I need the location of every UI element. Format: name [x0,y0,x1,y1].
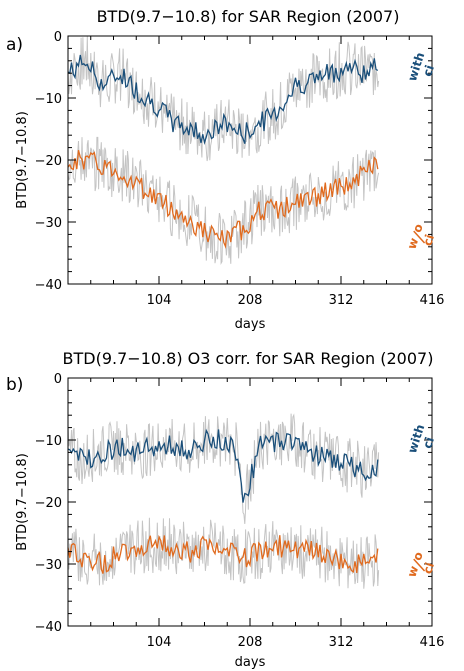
y-tick-label: −40 [35,620,62,635]
panel-a-raw-band [67,36,380,266]
panel-b-ylabel: BTD(9.7−10.8) [15,453,30,551]
panel-a-ticks: 104 208 312 416 0 −10 −20 −30 −40 [35,30,445,308]
y-tick-label: 0 [54,372,62,387]
panel-a-xlabel: days [235,317,266,332]
panel-b-label: b) [6,375,23,395]
panel-a-legend-with-ci-text: ci [420,63,437,78]
panel-b-frame [67,377,433,627]
panel-a-title: BTD(9.7−10.8) for SAR Region (2007) [97,7,400,26]
y-tick-label: 0 [54,30,62,45]
x-tick-label: 104 [147,293,172,308]
x-tick-label: 312 [329,293,354,308]
y-tick-label: −30 [35,558,62,573]
series-line-2 [67,534,379,574]
panel-a-legend-ci: ci [420,233,437,248]
raw-series-1 [67,413,380,524]
x-tick-label: 312 [329,635,354,650]
x-tick-label: 208 [238,635,263,650]
panel-a-legend-slash [413,230,426,244]
y-tick-label: −10 [35,434,62,449]
x-tick-label: 208 [238,293,263,308]
panel-a-series [67,54,379,250]
raw-series-1 [67,36,380,162]
panel-b-legend-o: o [410,550,426,562]
panel-b-legend-wo-ci: w o ci [404,550,437,579]
panel-a-label: a) [6,35,23,55]
panel-b-xlabel: days [235,655,266,670]
panel-a-legend-with-ci: with ci [405,51,437,83]
panel-b-legend-slash [413,558,426,572]
y-tick-label: −10 [35,92,62,107]
raw-series-2 [67,517,380,589]
panel-b-legend-w: w [404,564,421,579]
panel-a-ylabel: BTD(9.7−10.8) [15,111,30,209]
panel-b: BTD(9.7−10.8) O3 corr. for SAR Region (2… [6,349,444,670]
x-tick-label: 416 [420,293,445,308]
y-tick-label: −20 [35,154,62,169]
panel-b-legend-ci: ci [420,561,437,576]
x-tick-label: 416 [420,635,445,650]
series-line-1 [67,428,379,503]
y-tick-label: −30 [35,216,62,231]
panel-a: BTD(9.7−10.8) for SAR Region (2007) a) 1… [6,7,444,332]
panel-b-raw-band [67,413,380,589]
panel-b-series [67,428,379,574]
y-tick-label: −40 [35,278,62,293]
series-line-2 [67,150,379,250]
panel-a-legend-o: o [410,222,426,234]
y-tick-label: −20 [35,496,62,511]
panel-b-title: BTD(9.7−10.8) O3 corr. for SAR Region (2… [63,349,434,368]
panel-a-legend-wo-ci: w o ci [404,222,437,251]
panel-b-legend-with-ci: with ci [405,423,437,455]
raw-series-2 [67,136,380,266]
panel-a-legend-w: w [404,236,421,251]
series-line-1 [67,54,379,146]
panel-b-ticks: 104 208 312 416 0 −10 −20 −30 −40 [35,372,445,650]
panel-b-legend-with-ci-text: ci [420,435,437,450]
x-tick-label: 104 [147,635,172,650]
